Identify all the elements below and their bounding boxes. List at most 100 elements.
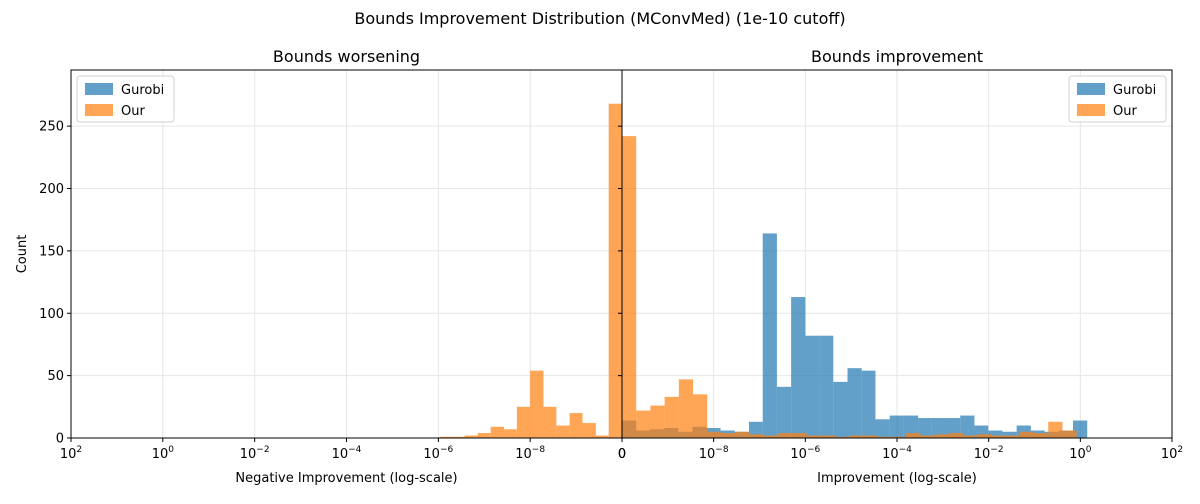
bar-our [556, 425, 570, 438]
y-tick-label: 50 [47, 369, 64, 384]
x-tick-label: 10−2 [974, 445, 1004, 462]
y-tick-label: 200 [39, 182, 64, 197]
y-tick-label: 250 [39, 120, 64, 135]
bar-our [569, 413, 583, 438]
bar-our [636, 410, 651, 438]
legend-label-gurobi: Gurobi [121, 83, 164, 98]
bar-our [678, 379, 694, 438]
bar-our [707, 431, 722, 438]
bar-our [622, 136, 637, 439]
bar-our [963, 435, 978, 438]
bar-our [664, 396, 679, 438]
bar-our [764, 435, 779, 438]
legend-swatch-our [85, 104, 113, 116]
bar-our [595, 435, 609, 438]
bar-our [977, 434, 992, 438]
bar-gurobi [791, 297, 806, 438]
bar-gurobi [833, 381, 848, 438]
bar-gurobi [861, 370, 876, 438]
bar-our [582, 423, 596, 438]
bar-our [477, 433, 491, 438]
bar-gurobi [960, 415, 975, 438]
x-tick-label: 10−8 [699, 445, 729, 462]
x-tick-label: 102 [1161, 445, 1183, 462]
bar-our [650, 405, 665, 438]
panel-left: 102 100 10−2 10−4 10−6 10−8 0 0 50 100 150 200 250 Gu… [39, 69, 626, 462]
panel-left-ylabel: Count [15, 235, 30, 274]
bar-our [991, 435, 1006, 438]
bar-our [1019, 431, 1035, 438]
bar-our [906, 433, 921, 438]
bar-our [1034, 433, 1049, 438]
panel-right-xlabel: Improvement (log-scale) [817, 471, 977, 486]
panel-right: 0 10−8 10−6 10−4 10−2 100 102 Gurobi Our [618, 69, 1183, 462]
legend-label-our: Our [1113, 104, 1137, 119]
bar-our [948, 433, 963, 438]
bar-our [490, 426, 504, 438]
legend-label-gurobi: Gurobi [1113, 83, 1156, 98]
y-tick-label: 150 [39, 244, 64, 259]
bar-our [721, 433, 736, 438]
legend: Gurobi Our [1068, 75, 1167, 123]
bar-gurobi [875, 419, 890, 438]
panel-right-title: Bounds improvement [811, 47, 983, 66]
bar-our [820, 435, 836, 438]
bar-our [934, 434, 949, 438]
bar-our [1062, 430, 1077, 438]
x-tick-label: 10−6 [790, 445, 820, 462]
bar-our [863, 435, 878, 438]
bar-gurobi [903, 415, 919, 438]
bar-gurobi [931, 418, 947, 438]
y-tick-label: 0 [56, 432, 64, 447]
bar-our [451, 436, 465, 438]
legend-swatch-gurobi [85, 83, 113, 95]
bar-our [849, 435, 864, 438]
legend-swatch-gurobi [1077, 83, 1105, 95]
bar-gurobi [1002, 431, 1017, 438]
bar-our [503, 429, 517, 438]
legend-swatch-our [1077, 104, 1105, 116]
bar-our [530, 370, 544, 438]
bar-our [1005, 435, 1020, 438]
bar-our [608, 103, 622, 438]
x-tick-label: 10−8 [515, 445, 545, 462]
x-tick-label: 10−2 [240, 445, 270, 462]
bar-our [835, 436, 850, 438]
panel-left-xlabel: Negative Improvement (log-scale) [235, 471, 457, 486]
panel-left-title: Bounds worsening [273, 47, 420, 66]
x-tick-label: 10−4 [332, 445, 362, 462]
bar-gurobi [889, 415, 904, 438]
bar-gurobi [847, 368, 862, 438]
bar-our [464, 435, 478, 438]
bar-gurobi [918, 418, 932, 438]
bar-our [439, 436, 452, 438]
bar-our [877, 436, 892, 438]
y-tick-label: 100 [39, 307, 64, 322]
bar-gurobi [748, 421, 763, 438]
x-tick-label: 10−6 [423, 445, 453, 462]
x-tick-label: 0 [618, 447, 626, 462]
legend-label-our: Our [121, 104, 145, 119]
bar-gurobi [805, 335, 820, 438]
bar-our [1048, 421, 1063, 438]
x-tick-label: 10−4 [882, 445, 912, 462]
bar-gurobi [819, 335, 834, 438]
bar-our [920, 435, 935, 438]
bar-our [891, 436, 907, 438]
bar-our [516, 406, 531, 438]
bar-our [693, 394, 708, 438]
bar-gurobi [988, 430, 1003, 438]
bar-our [792, 433, 807, 438]
x-tick-label: 102 [60, 445, 82, 462]
x-tick-label: 0 [618, 447, 626, 462]
bar-our [735, 431, 750, 438]
bar-gurobi [762, 233, 777, 438]
bar-our [778, 433, 793, 438]
bar-our [806, 435, 821, 438]
legend: Gurobi Our [76, 75, 175, 123]
bar-our [543, 406, 557, 438]
bar-gurobi [776, 386, 792, 438]
x-tick-label: 100 [1069, 445, 1092, 462]
